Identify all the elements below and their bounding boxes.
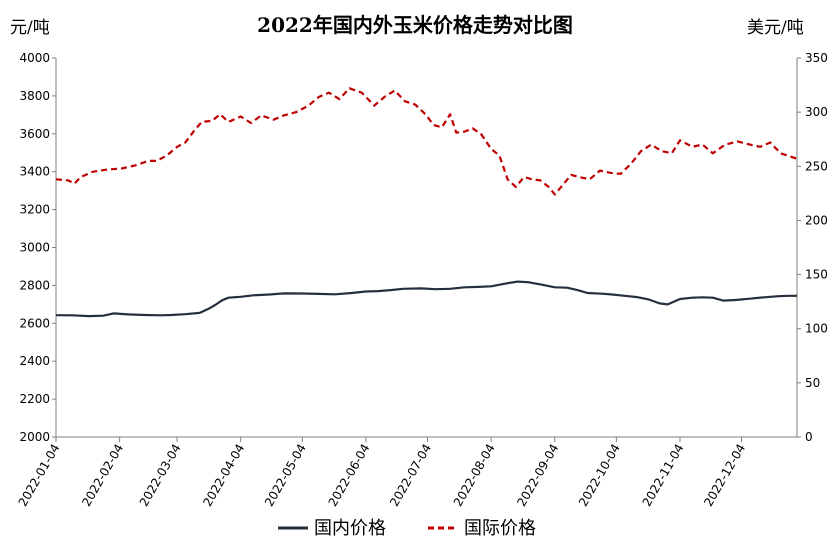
right-tick-label: 150 [805, 268, 828, 282]
left-tick-label: 3200 [19, 203, 50, 217]
left-tick-label: 3000 [19, 241, 50, 255]
left-tick-label: 2600 [19, 316, 50, 330]
right-tick-label: 50 [805, 376, 820, 390]
left-tick-label: 4000 [19, 51, 50, 65]
left-tick-label: 2200 [19, 392, 50, 406]
international-price-line [55, 87, 798, 196]
left-tick-label: 2800 [19, 278, 50, 292]
left-tick-label: 3400 [19, 165, 50, 179]
chart-title: 2022年国内外玉米价格走势对比图 [257, 13, 573, 37]
right-tick-label: 200 [805, 213, 828, 227]
right-tick-label: 0 [805, 430, 813, 444]
legend: 国内价格 国际价格 [278, 518, 536, 539]
left-tick-label: 2400 [19, 354, 50, 368]
right-tick-label: 300 [805, 105, 828, 119]
legend-label-international: 国际价格 [464, 518, 536, 539]
legend-label-domestic: 国内价格 [314, 518, 386, 539]
right-tick-label: 350 [805, 51, 828, 65]
right-tick-label: 250 [805, 159, 828, 173]
right-axis-unit: 美元/吨 [747, 18, 804, 38]
left-tick-label: 3600 [19, 127, 50, 141]
left-axis-unit: 元/吨 [10, 18, 50, 38]
left-tick-label: 2000 [19, 430, 50, 444]
left-tick-label: 3800 [19, 89, 50, 103]
plot-area [55, 87, 798, 318]
right-tick-label: 100 [805, 322, 828, 336]
domestic-price-line [55, 280, 797, 318]
